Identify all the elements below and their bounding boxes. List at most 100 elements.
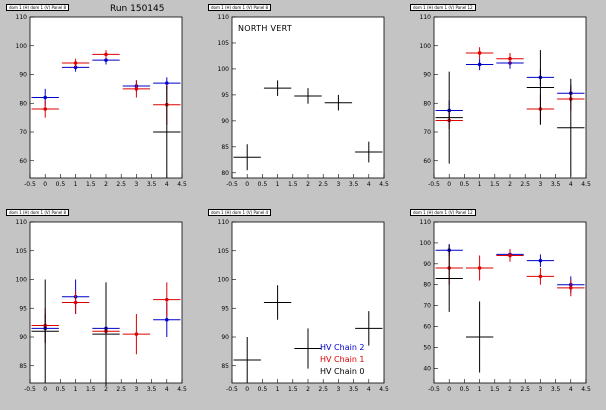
marker xyxy=(538,274,543,279)
x-tick-label: 3 xyxy=(538,386,542,393)
y-tick-label: 85 xyxy=(19,363,27,370)
x-tick-label: 2 xyxy=(306,386,310,393)
y-tick-label: 60 xyxy=(19,158,27,165)
x-tick-label: 0 xyxy=(245,181,249,188)
x-tick-label: 3.5 xyxy=(551,181,561,188)
legend: HV Chain 2 HV Chain 1 HV Chain 0 xyxy=(320,342,365,378)
plot-area: -0.5 0 0.5 1 1.5 2 2.5 3 3.5 4 4.5 80 85 90 95 100 105 11… xyxy=(218,14,389,188)
y-tick-label: 95 xyxy=(221,305,229,312)
data-point xyxy=(122,80,151,98)
marker xyxy=(477,62,482,67)
x-tick-label: 4.5 xyxy=(581,181,591,188)
plot-area: -0.5 0 0.5 1 1.5 2 2.5 3 3.5 4 4.5 85 90 95 100 105 110 xyxy=(16,219,187,393)
y-tick-label: 90 xyxy=(423,72,431,79)
x-tick-label: 1.5 xyxy=(86,386,96,393)
plot-area: -0.5 0 0.5 1 1.5 2 2.5 3 3.5 4 4.5 40 50 60 70 80 90 100 1… xyxy=(420,219,591,393)
x-tick-label: 1.5 xyxy=(288,386,298,393)
y-tick-label: 95 xyxy=(221,92,229,99)
y-tick-label: 40 xyxy=(423,365,431,372)
panel-title: dom 1 (H) dom 1 (V) Panel 8 xyxy=(6,4,70,11)
y-tick-label: 100 xyxy=(420,240,432,247)
x-tick-label: 2.5 xyxy=(318,181,328,188)
x-tick-label: 4 xyxy=(569,181,573,188)
y-tick-label: 70 xyxy=(423,129,431,136)
plot-area: -0.5 0 0.5 1 1.5 2 2.5 3 3.5 4 4.5 60 70 80 90 100 110 xyxy=(16,14,187,188)
data-point xyxy=(496,249,524,262)
marker xyxy=(43,95,47,100)
x-tick-label: 4 xyxy=(367,181,371,188)
data-point xyxy=(465,255,494,281)
panel-title: dom 1 (H) dom 1 (V) Panel 8 xyxy=(6,209,70,216)
data-point xyxy=(496,52,524,65)
x-tick-label: 2.5 xyxy=(318,386,328,393)
x-tick-label: 3.5 xyxy=(349,386,359,393)
x-tick-label: 3.5 xyxy=(349,181,359,188)
data-point xyxy=(465,58,494,71)
y-tick-label: 80 xyxy=(423,282,431,289)
x-tick-label: 0.5 xyxy=(56,181,66,188)
panel-title: dom 1 (H) dom 1 (V) Panel 4 xyxy=(208,209,272,216)
y-tick-label: 105 xyxy=(218,248,230,255)
marker xyxy=(43,107,47,111)
plot-frame xyxy=(433,221,587,384)
x-tick-label: -0.5 xyxy=(24,386,36,393)
marker xyxy=(538,258,543,263)
data-point xyxy=(61,58,90,68)
data-point xyxy=(263,80,292,96)
panel-5: dom 1 (H) dom 1 (V) Panel 4 -0.5 0 0.5 1 1.5… xyxy=(202,205,404,410)
x-tick-label: 1.5 xyxy=(86,181,96,188)
y-tick-label: 90 xyxy=(19,334,27,341)
data-point xyxy=(61,291,90,314)
x-tick-label: 3 xyxy=(538,181,542,188)
y-tick-label: 105 xyxy=(218,40,230,47)
marker xyxy=(165,297,169,302)
x-tick-label: 2.5 xyxy=(116,386,126,393)
data-point xyxy=(435,245,463,312)
y-tick-label: 110 xyxy=(420,219,432,226)
y-tick-label: 85 xyxy=(221,144,229,151)
x-tick-label: 4 xyxy=(367,386,371,393)
x-tick-label: 0.5 xyxy=(460,386,470,393)
y-tick-label: 100 xyxy=(16,43,28,50)
data-point xyxy=(294,88,322,104)
data-point xyxy=(435,71,463,164)
data-point xyxy=(92,55,120,65)
x-tick-label: 4.5 xyxy=(379,181,389,188)
marker xyxy=(569,286,573,290)
data-point xyxy=(233,144,261,171)
panel-2: dom 1 (H) dom 1 (V) Panel 8 -0.5 0 0.5 1 1.5… xyxy=(202,0,404,205)
data-point xyxy=(557,279,585,297)
data-point xyxy=(263,285,292,320)
marker xyxy=(477,51,482,55)
x-tick-label: 3 xyxy=(134,181,138,188)
y-tick-label: 110 xyxy=(218,14,230,21)
marker xyxy=(104,58,108,62)
legend-entry-0: HV Chain 2 xyxy=(320,343,365,352)
x-tick-label: 0 xyxy=(447,386,451,393)
x-tick-label: 1.5 xyxy=(288,181,298,188)
x-tick-label: 2 xyxy=(508,181,512,188)
legend-entry-2: HV Chain 0 xyxy=(320,367,365,376)
y-tick-label: 85 xyxy=(221,363,229,370)
marker xyxy=(73,61,78,65)
x-tick-label: 0.5 xyxy=(460,181,470,188)
legend-entry-1: HV Chain 1 xyxy=(320,355,365,364)
y-tick-label: 110 xyxy=(16,219,28,226)
y-tick-label: 80 xyxy=(19,100,27,107)
x-tick-label: -0.5 xyxy=(226,386,238,393)
y-tick-label: 60 xyxy=(423,158,431,165)
data-point xyxy=(355,311,383,346)
x-tick-label: 3.5 xyxy=(551,386,561,393)
y-tick-label: 110 xyxy=(16,14,28,21)
plot-area: -0.5 0 0.5 1 1.5 2 2.5 3 3.5 4 4.5 60 70 80 90 100 110 xyxy=(420,14,591,188)
x-tick-label: -0.5 xyxy=(24,181,36,188)
y-tick-label: 100 xyxy=(420,43,432,50)
x-tick-label: 1.5 xyxy=(490,386,500,393)
data-point xyxy=(294,328,322,369)
data-point xyxy=(31,279,59,383)
x-tick-label: 2.5 xyxy=(116,181,126,188)
x-tick-label: 4 xyxy=(165,181,169,188)
marker xyxy=(134,332,139,336)
x-tick-label: 1 xyxy=(276,386,280,393)
